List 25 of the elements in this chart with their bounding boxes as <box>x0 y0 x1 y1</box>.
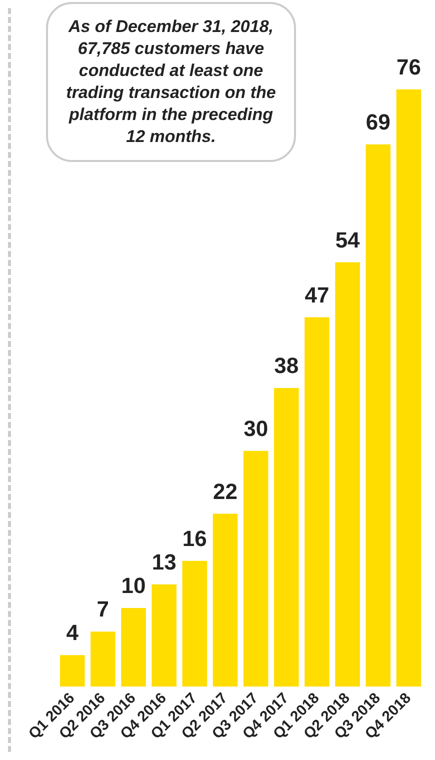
bar <box>212 514 238 687</box>
annotation: As of December 31, 2018, 67,785 customers have conducted at least one trading transaction on the platform in the preceding 12 months. <box>46 2 296 162</box>
data-label: 13 <box>152 550 176 574</box>
data-label: 69 <box>366 109 390 134</box>
data-label: 38 <box>274 353 299 378</box>
data-label: 30 <box>244 416 268 441</box>
bar <box>304 317 330 687</box>
bar <box>121 608 146 687</box>
data-label: 16 <box>182 526 207 551</box>
data-label: 76 <box>396 54 421 80</box>
bar <box>335 262 360 687</box>
bar <box>274 388 299 687</box>
data-label: 47 <box>304 282 330 308</box>
bar <box>396 89 422 687</box>
data-label: 22 <box>213 478 238 504</box>
bar <box>152 584 176 687</box>
bar <box>243 450 268 687</box>
data-label: 4 <box>66 620 80 646</box>
data-label: 10 <box>121 573 146 598</box>
bar <box>366 144 391 687</box>
data-label: 7 <box>96 596 110 622</box>
bar <box>90 632 116 687</box>
data-label: 54 <box>335 227 361 252</box>
bar <box>182 560 208 687</box>
bar <box>60 655 85 687</box>
